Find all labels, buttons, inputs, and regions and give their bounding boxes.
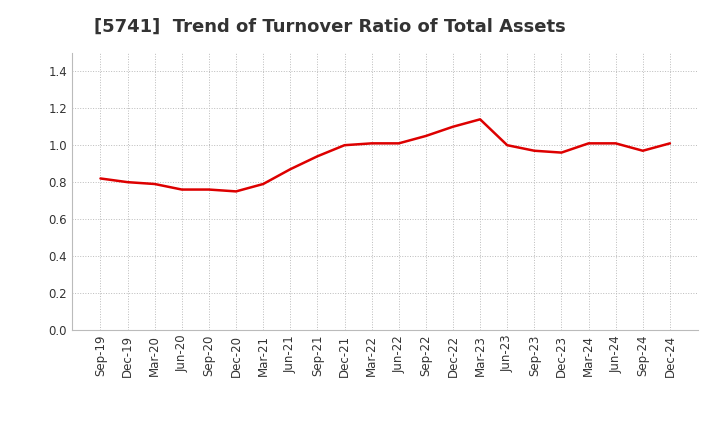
- Text: [5741]  Trend of Turnover Ratio of Total Assets: [5741] Trend of Turnover Ratio of Total …: [94, 18, 565, 36]
